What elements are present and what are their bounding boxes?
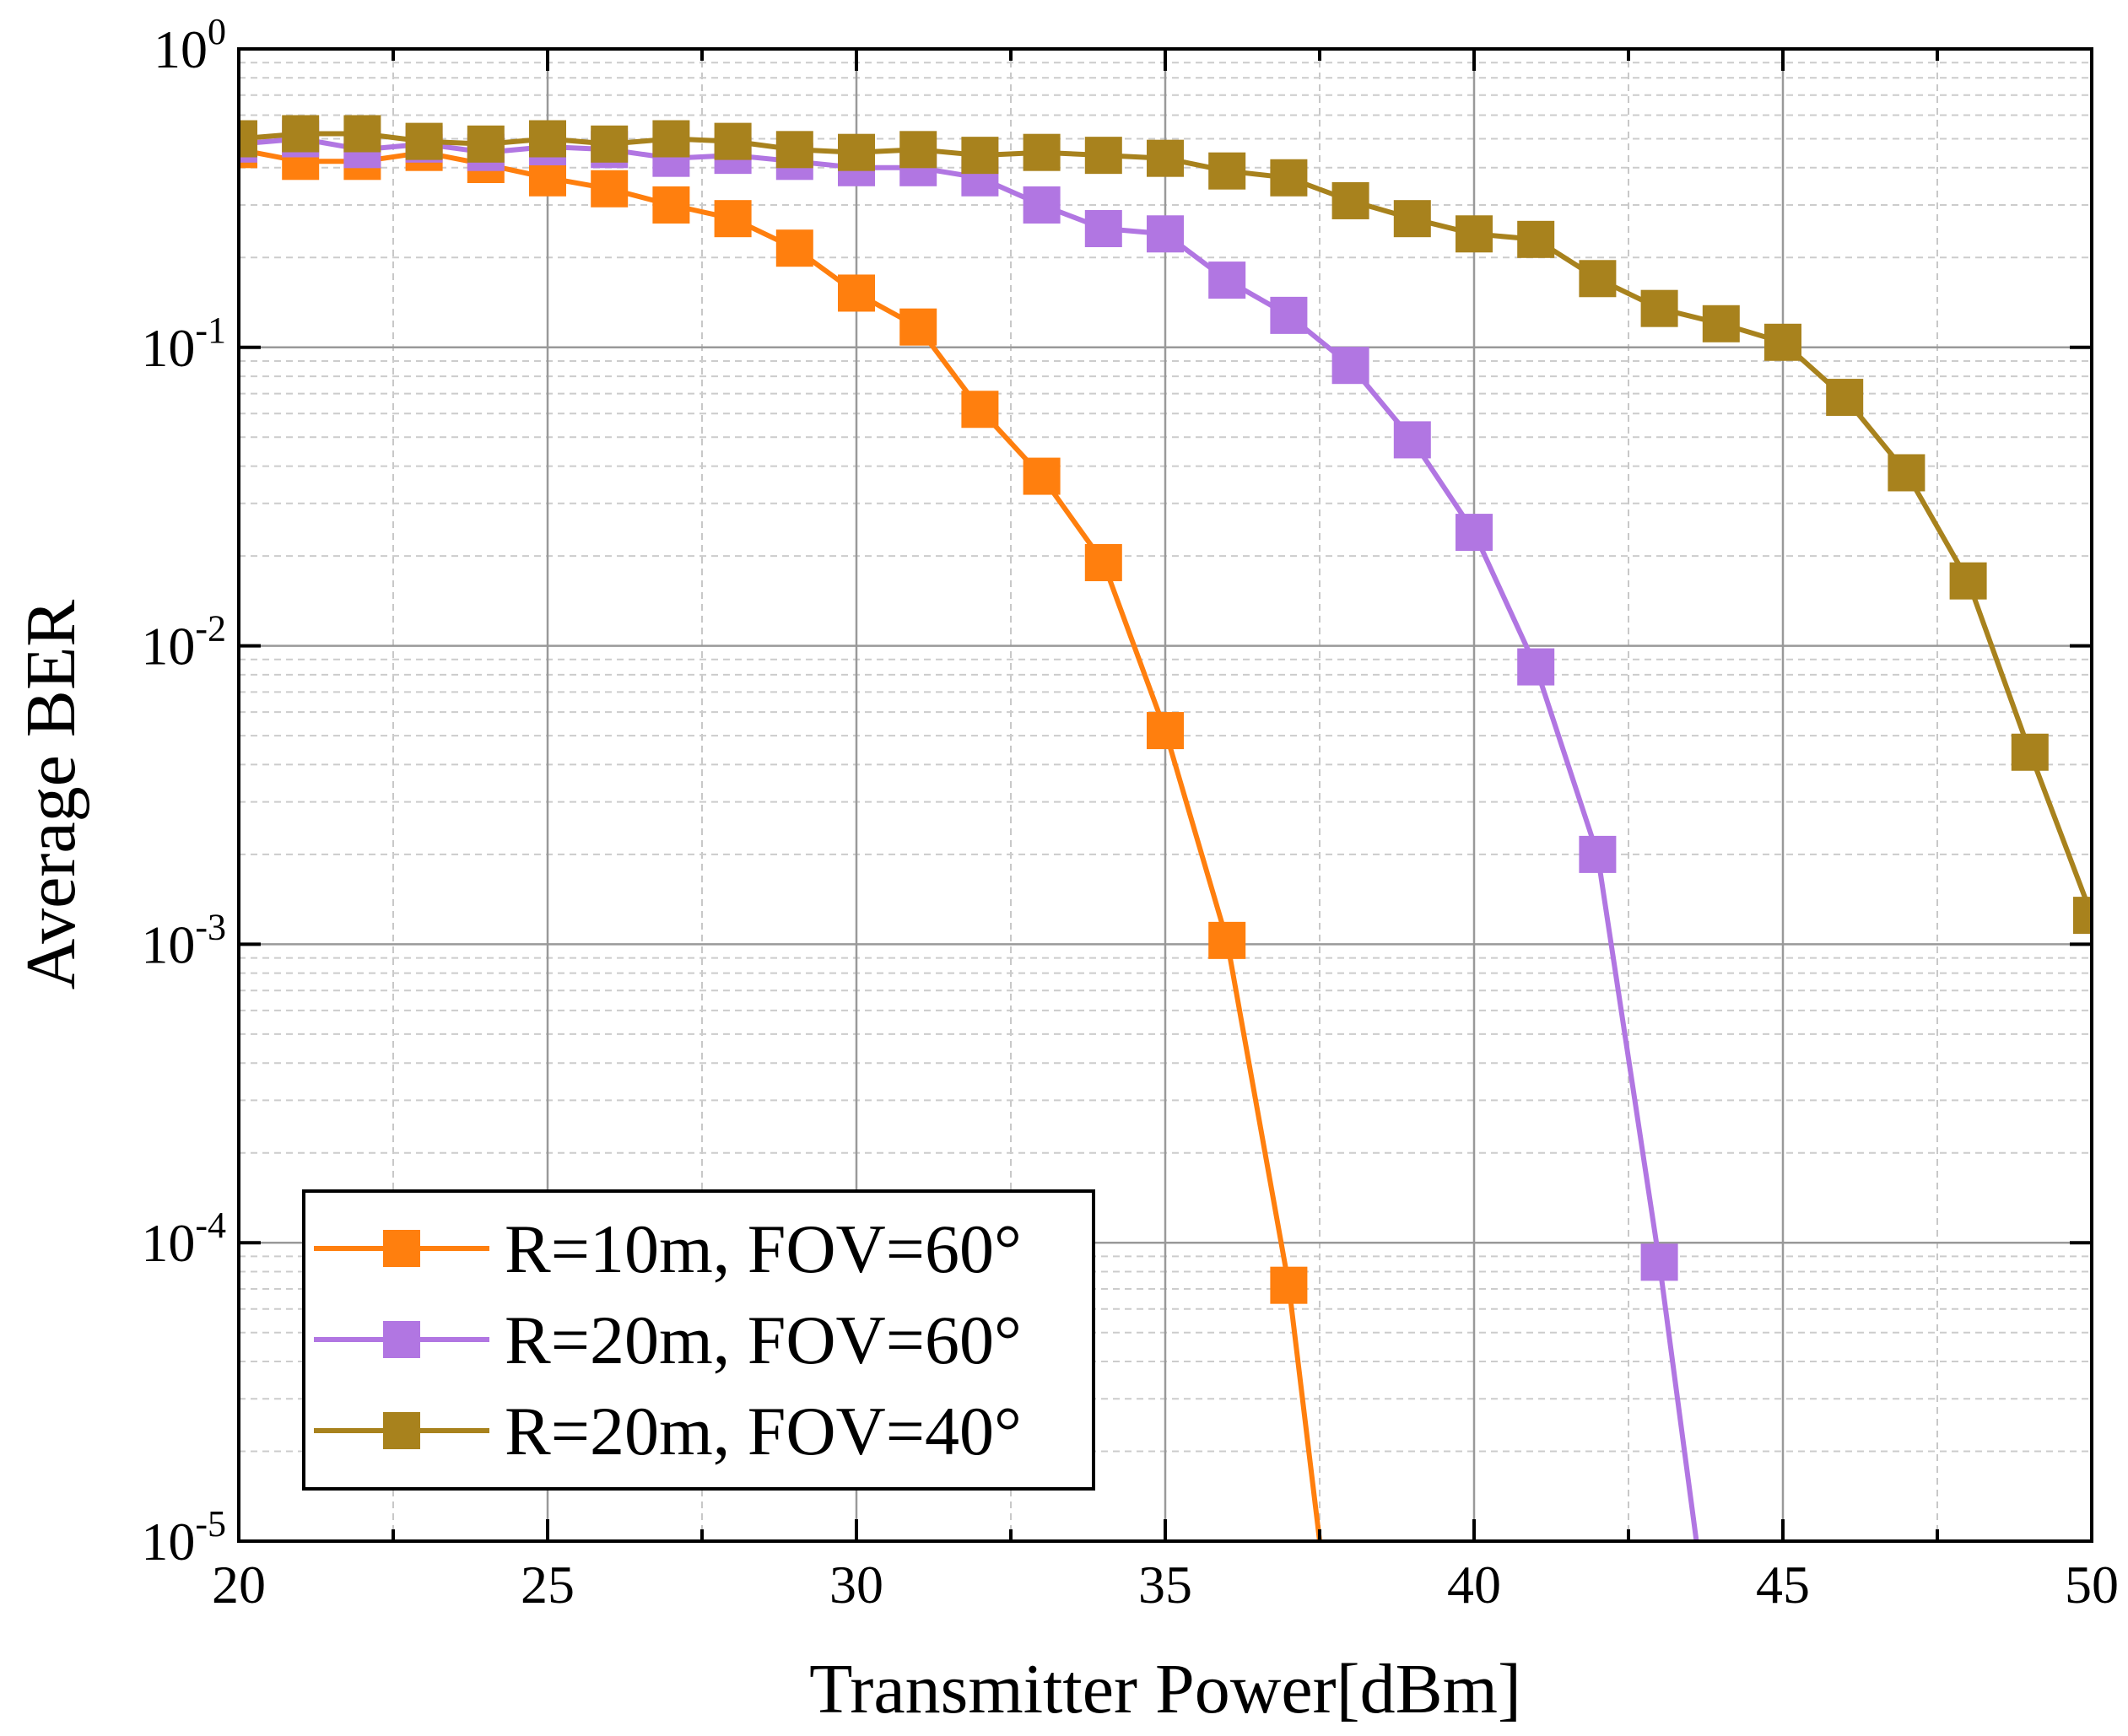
y-tick-label: 10-5: [141, 1503, 226, 1572]
legend-entry-3: R=20m, FOV=40°: [314, 1393, 1022, 1469]
data-point: [467, 125, 505, 163]
legend-marker: [383, 1230, 420, 1267]
data-point: [899, 131, 937, 169]
data-point: [2011, 733, 2049, 771]
data-point: [1702, 305, 1740, 342]
data-point: [343, 115, 381, 153]
data-point: [1147, 712, 1184, 750]
data-point: [838, 274, 875, 312]
data-point: [1023, 133, 1061, 171]
data-point: [1147, 139, 1184, 177]
x-tick-label: 45: [1756, 1555, 1810, 1615]
legend-label: R=20m, FOV=40°: [505, 1393, 1022, 1469]
data-point: [529, 159, 566, 197]
x-axis-label: Transmitter Power[dBm]: [809, 1650, 1521, 1728]
series-3: [239, 115, 2092, 935]
data-point: [652, 120, 690, 158]
series-layer: [239, 115, 2092, 1541]
data-point: [1640, 289, 1678, 327]
data-point: [1331, 347, 1369, 385]
data-point: [1764, 323, 1801, 361]
data-point: [1456, 215, 1493, 253]
data-point: [961, 137, 999, 175]
x-tick-label: 40: [1447, 1555, 1501, 1615]
data-point: [282, 115, 320, 153]
data-point: [899, 308, 937, 346]
data-point: [1579, 260, 1617, 298]
x-tick-label: 35: [1138, 1555, 1192, 1615]
data-point: [1084, 543, 1122, 581]
axis-ticks: [237, 47, 2093, 1543]
data-point: [775, 131, 813, 169]
data-point: [838, 133, 875, 171]
legend-entry-1: R=10m, FOV=60°: [314, 1210, 1022, 1287]
data-point: [1270, 1266, 1308, 1304]
data-point: [1331, 181, 1369, 219]
data-point: [1270, 296, 1308, 334]
x-tick-label: 20: [212, 1555, 266, 1615]
data-point: [239, 120, 257, 158]
data-point: [961, 391, 999, 429]
data-point: [2073, 897, 2092, 935]
data-point: [1826, 379, 1864, 417]
data-point: [405, 122, 443, 160]
data-point: [1208, 261, 1246, 299]
data-point: [1270, 159, 1308, 197]
data-point: [1208, 152, 1246, 190]
legend-label: R=10m, FOV=60°: [505, 1210, 1022, 1287]
data-point: [1084, 210, 1122, 248]
data-point: [1517, 220, 1555, 258]
y-tick-label: 10-3: [141, 906, 226, 974]
data-point: [1517, 648, 1555, 686]
data-point: [775, 229, 813, 267]
data-point: [591, 125, 629, 163]
legend-entry-2: R=20m, FOV=60°: [314, 1302, 1022, 1378]
legend: R=10m, FOV=60° R=20m, FOV=60° R=20m, FOV=4…: [302, 1189, 1095, 1491]
tick-labels: 20 25 30 35 40 45 50 100 10-1 10-2 10-3 10-4 10-5: [141, 11, 2119, 1615]
x-tick-label: 50: [2065, 1555, 2119, 1615]
x-tick-label: 30: [829, 1555, 883, 1615]
x-tick-label: 25: [521, 1555, 575, 1615]
data-point: [714, 122, 752, 160]
data-point: [652, 186, 690, 224]
y-tick-label: 10-2: [141, 608, 226, 677]
data-point: [529, 120, 566, 158]
legend-marker: [383, 1321, 420, 1358]
y-tick-label: 100: [154, 11, 226, 79]
y-tick-label: 10-4: [141, 1205, 226, 1273]
legend-label: R=20m, FOV=60°: [505, 1302, 1022, 1378]
data-point: [591, 170, 629, 208]
y-axis-label: Average BER: [12, 600, 90, 990]
data-point: [1579, 835, 1617, 873]
data-point: [1023, 457, 1061, 495]
y-tick-label: 10-1: [141, 310, 226, 378]
data-point: [1393, 200, 1431, 238]
data-point: [1084, 137, 1122, 175]
data-point: [1023, 186, 1061, 224]
data-point: [1640, 1243, 1678, 1281]
data-point: [1888, 454, 1925, 492]
legend-marker: [383, 1412, 420, 1449]
data-point: [1147, 215, 1184, 253]
data-point: [1949, 562, 1987, 600]
data-point: [1393, 421, 1431, 459]
data-point: [1456, 514, 1493, 552]
data-point: [1208, 921, 1246, 959]
data-point: [714, 200, 752, 238]
